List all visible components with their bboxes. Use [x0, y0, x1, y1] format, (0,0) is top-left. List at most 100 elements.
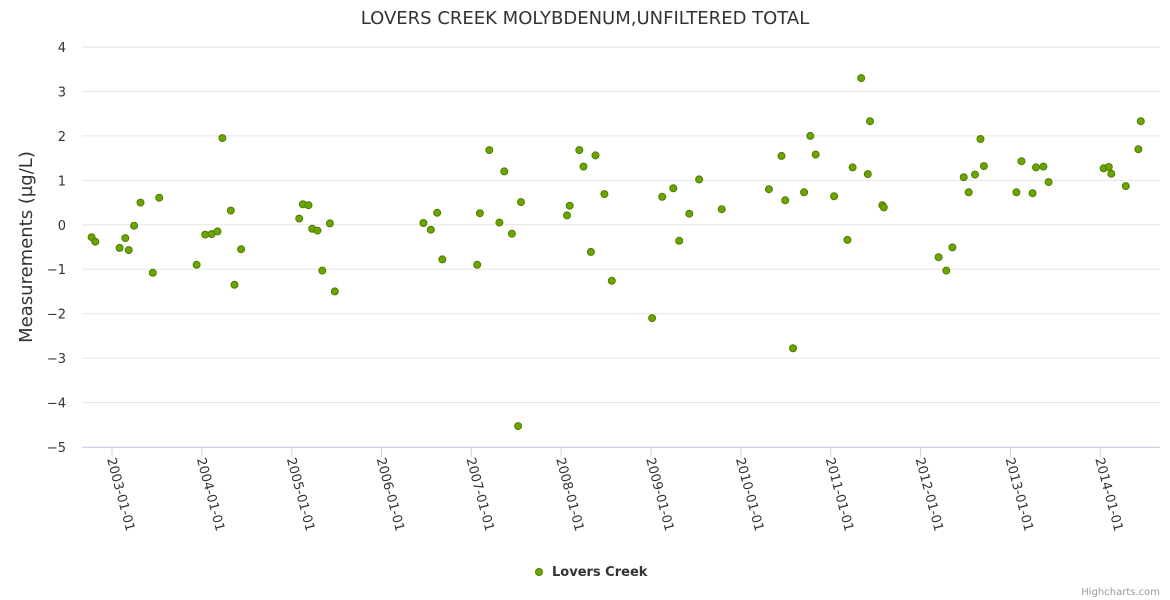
- data-point[interactable]: [237, 245, 246, 254]
- data-point[interactable]: [517, 198, 525, 207]
- data-point[interactable]: [685, 209, 694, 218]
- data-point[interactable]: [495, 218, 504, 227]
- data-point[interactable]: [500, 167, 509, 176]
- data-point[interactable]: [658, 192, 667, 201]
- data-point[interactable]: [934, 253, 943, 262]
- data-point[interactable]: [563, 211, 571, 220]
- data-point[interactable]: [325, 219, 334, 228]
- data-point[interactable]: [426, 225, 435, 234]
- data-point[interactable]: [318, 266, 327, 275]
- y-tick-label: −2: [47, 308, 66, 323]
- data-point[interactable]: [1012, 188, 1021, 197]
- data-point[interactable]: [866, 117, 874, 126]
- data-point[interactable]: [648, 314, 657, 323]
- data-point[interactable]: [136, 198, 145, 207]
- y-axis-label: Measurements (µg/L): [16, 151, 37, 343]
- data-point[interactable]: [304, 201, 313, 210]
- data-point[interactable]: [579, 162, 588, 171]
- data-point[interactable]: [1032, 163, 1040, 172]
- data-point[interactable]: [130, 221, 139, 230]
- data-point[interactable]: [230, 280, 239, 289]
- series-lovers-creek[interactable]: [87, 74, 1145, 431]
- data-point[interactable]: [830, 192, 839, 201]
- data-point[interactable]: [121, 234, 130, 243]
- data-point[interactable]: [1039, 162, 1048, 171]
- data-point[interactable]: [1017, 157, 1026, 166]
- chart-title: LOVERS CREEK MOLYBDENUM,UNFILTERED TOTAL: [361, 8, 810, 29]
- data-point[interactable]: [1028, 189, 1037, 198]
- data-point[interactable]: [313, 226, 322, 235]
- data-point[interactable]: [213, 227, 222, 236]
- data-point[interactable]: [843, 235, 852, 244]
- data-point[interactable]: [433, 208, 442, 217]
- data-point[interactable]: [811, 150, 820, 159]
- data-point[interactable]: [514, 422, 523, 431]
- data-point[interactable]: [948, 243, 957, 252]
- data-point[interactable]: [857, 74, 866, 83]
- y-tick-label: 1: [58, 174, 66, 189]
- data-point[interactable]: [979, 162, 988, 171]
- y-tick-label: 3: [58, 85, 66, 100]
- data-point[interactable]: [155, 193, 164, 202]
- data-point[interactable]: [695, 175, 704, 184]
- y-tick-label: −3: [47, 352, 66, 367]
- data-point[interactable]: [226, 206, 235, 215]
- legend-marker: [535, 568, 543, 576]
- y-tick-label: 2: [58, 130, 66, 145]
- legend[interactable]: Lovers Creek: [535, 565, 648, 580]
- data-point[interactable]: [600, 190, 609, 199]
- data-point[interactable]: [777, 151, 786, 160]
- data-point[interactable]: [192, 260, 201, 269]
- data-point[interactable]: [565, 201, 574, 210]
- data-point[interactable]: [218, 134, 227, 143]
- data-point[interactable]: [1136, 117, 1145, 126]
- data-point[interactable]: [475, 209, 484, 218]
- data-point[interactable]: [669, 184, 678, 193]
- data-point[interactable]: [148, 268, 157, 277]
- data-point[interactable]: [115, 243, 124, 252]
- legend-item-lovers-creek[interactable]: Lovers Creek: [552, 565, 648, 580]
- data-point[interactable]: [591, 151, 600, 160]
- data-point[interactable]: [507, 229, 516, 238]
- data-point[interactable]: [575, 146, 584, 155]
- data-point[interactable]: [976, 135, 985, 143]
- data-point[interactable]: [959, 173, 968, 182]
- data-point[interactable]: [764, 185, 773, 194]
- data-point[interactable]: [1104, 163, 1113, 171]
- data-point[interactable]: [848, 163, 857, 172]
- data-point[interactable]: [607, 276, 616, 285]
- y-tick-label: 0: [58, 219, 66, 234]
- credits-link[interactable]: Highcharts.com: [1081, 587, 1160, 598]
- data-point[interactable]: [124, 246, 133, 255]
- data-point[interactable]: [879, 203, 888, 212]
- data-point[interactable]: [863, 170, 872, 179]
- data-point[interactable]: [781, 196, 790, 205]
- data-point[interactable]: [295, 214, 304, 223]
- data-point[interactable]: [473, 260, 482, 269]
- y-tick-label: −1: [47, 263, 66, 278]
- data-point[interactable]: [1044, 178, 1053, 187]
- data-point[interactable]: [1134, 145, 1143, 154]
- y-tick-label: 4: [58, 41, 66, 56]
- data-point[interactable]: [438, 255, 447, 264]
- data-point[interactable]: [717, 205, 726, 214]
- data-point[interactable]: [91, 237, 100, 246]
- data-point[interactable]: [485, 146, 494, 155]
- data-point[interactable]: [942, 266, 951, 275]
- data-point[interactable]: [806, 131, 815, 140]
- data-point[interactable]: [330, 287, 339, 296]
- y-axis-ticks: 4 3 2 1 0 −1 −2 −3 −4 −5: [47, 41, 66, 456]
- data-point[interactable]: [1107, 169, 1116, 178]
- data-point[interactable]: [789, 344, 797, 353]
- y-tick-label: −4: [47, 397, 66, 412]
- data-point[interactable]: [675, 236, 684, 245]
- data-point[interactable]: [971, 170, 979, 179]
- data-point[interactable]: [586, 247, 595, 256]
- data-point[interactable]: [419, 219, 428, 227]
- data-point[interactable]: [1121, 182, 1130, 191]
- y-tick-label: −5: [47, 441, 66, 456]
- data-point[interactable]: [800, 188, 809, 197]
- data-point[interactable]: [964, 188, 973, 197]
